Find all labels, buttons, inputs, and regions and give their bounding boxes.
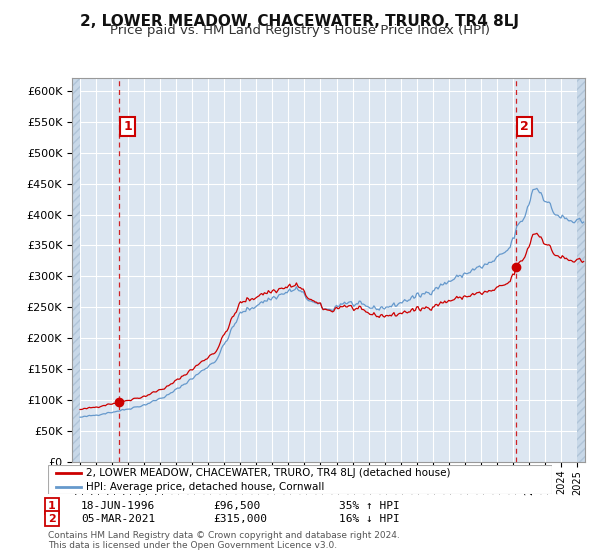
Text: £96,500: £96,500	[213, 501, 260, 511]
Text: £315,000: £315,000	[213, 514, 267, 524]
Text: 16% ↓ HPI: 16% ↓ HPI	[339, 514, 400, 524]
Text: Price paid vs. HM Land Registry's House Price Index (HPI): Price paid vs. HM Land Registry's House …	[110, 24, 490, 37]
Text: 18-JUN-1996: 18-JUN-1996	[81, 501, 155, 511]
Text: 2: 2	[48, 514, 56, 524]
Text: 1: 1	[124, 120, 132, 133]
Text: 2, LOWER MEADOW, CHACEWATER, TRURO, TR4 8LJ (detached house): 2, LOWER MEADOW, CHACEWATER, TRURO, TR4 …	[86, 468, 450, 478]
Text: HPI: Average price, detached house, Cornwall: HPI: Average price, detached house, Corn…	[86, 482, 324, 492]
Text: 05-MAR-2021: 05-MAR-2021	[81, 514, 155, 524]
Text: 2: 2	[520, 120, 529, 133]
Text: Contains HM Land Registry data © Crown copyright and database right 2024.
This d: Contains HM Land Registry data © Crown c…	[48, 531, 400, 550]
Text: 1: 1	[48, 501, 56, 511]
Text: 35% ↑ HPI: 35% ↑ HPI	[339, 501, 400, 511]
Text: 2, LOWER MEADOW, CHACEWATER, TRURO, TR4 8LJ: 2, LOWER MEADOW, CHACEWATER, TRURO, TR4 …	[80, 14, 520, 29]
